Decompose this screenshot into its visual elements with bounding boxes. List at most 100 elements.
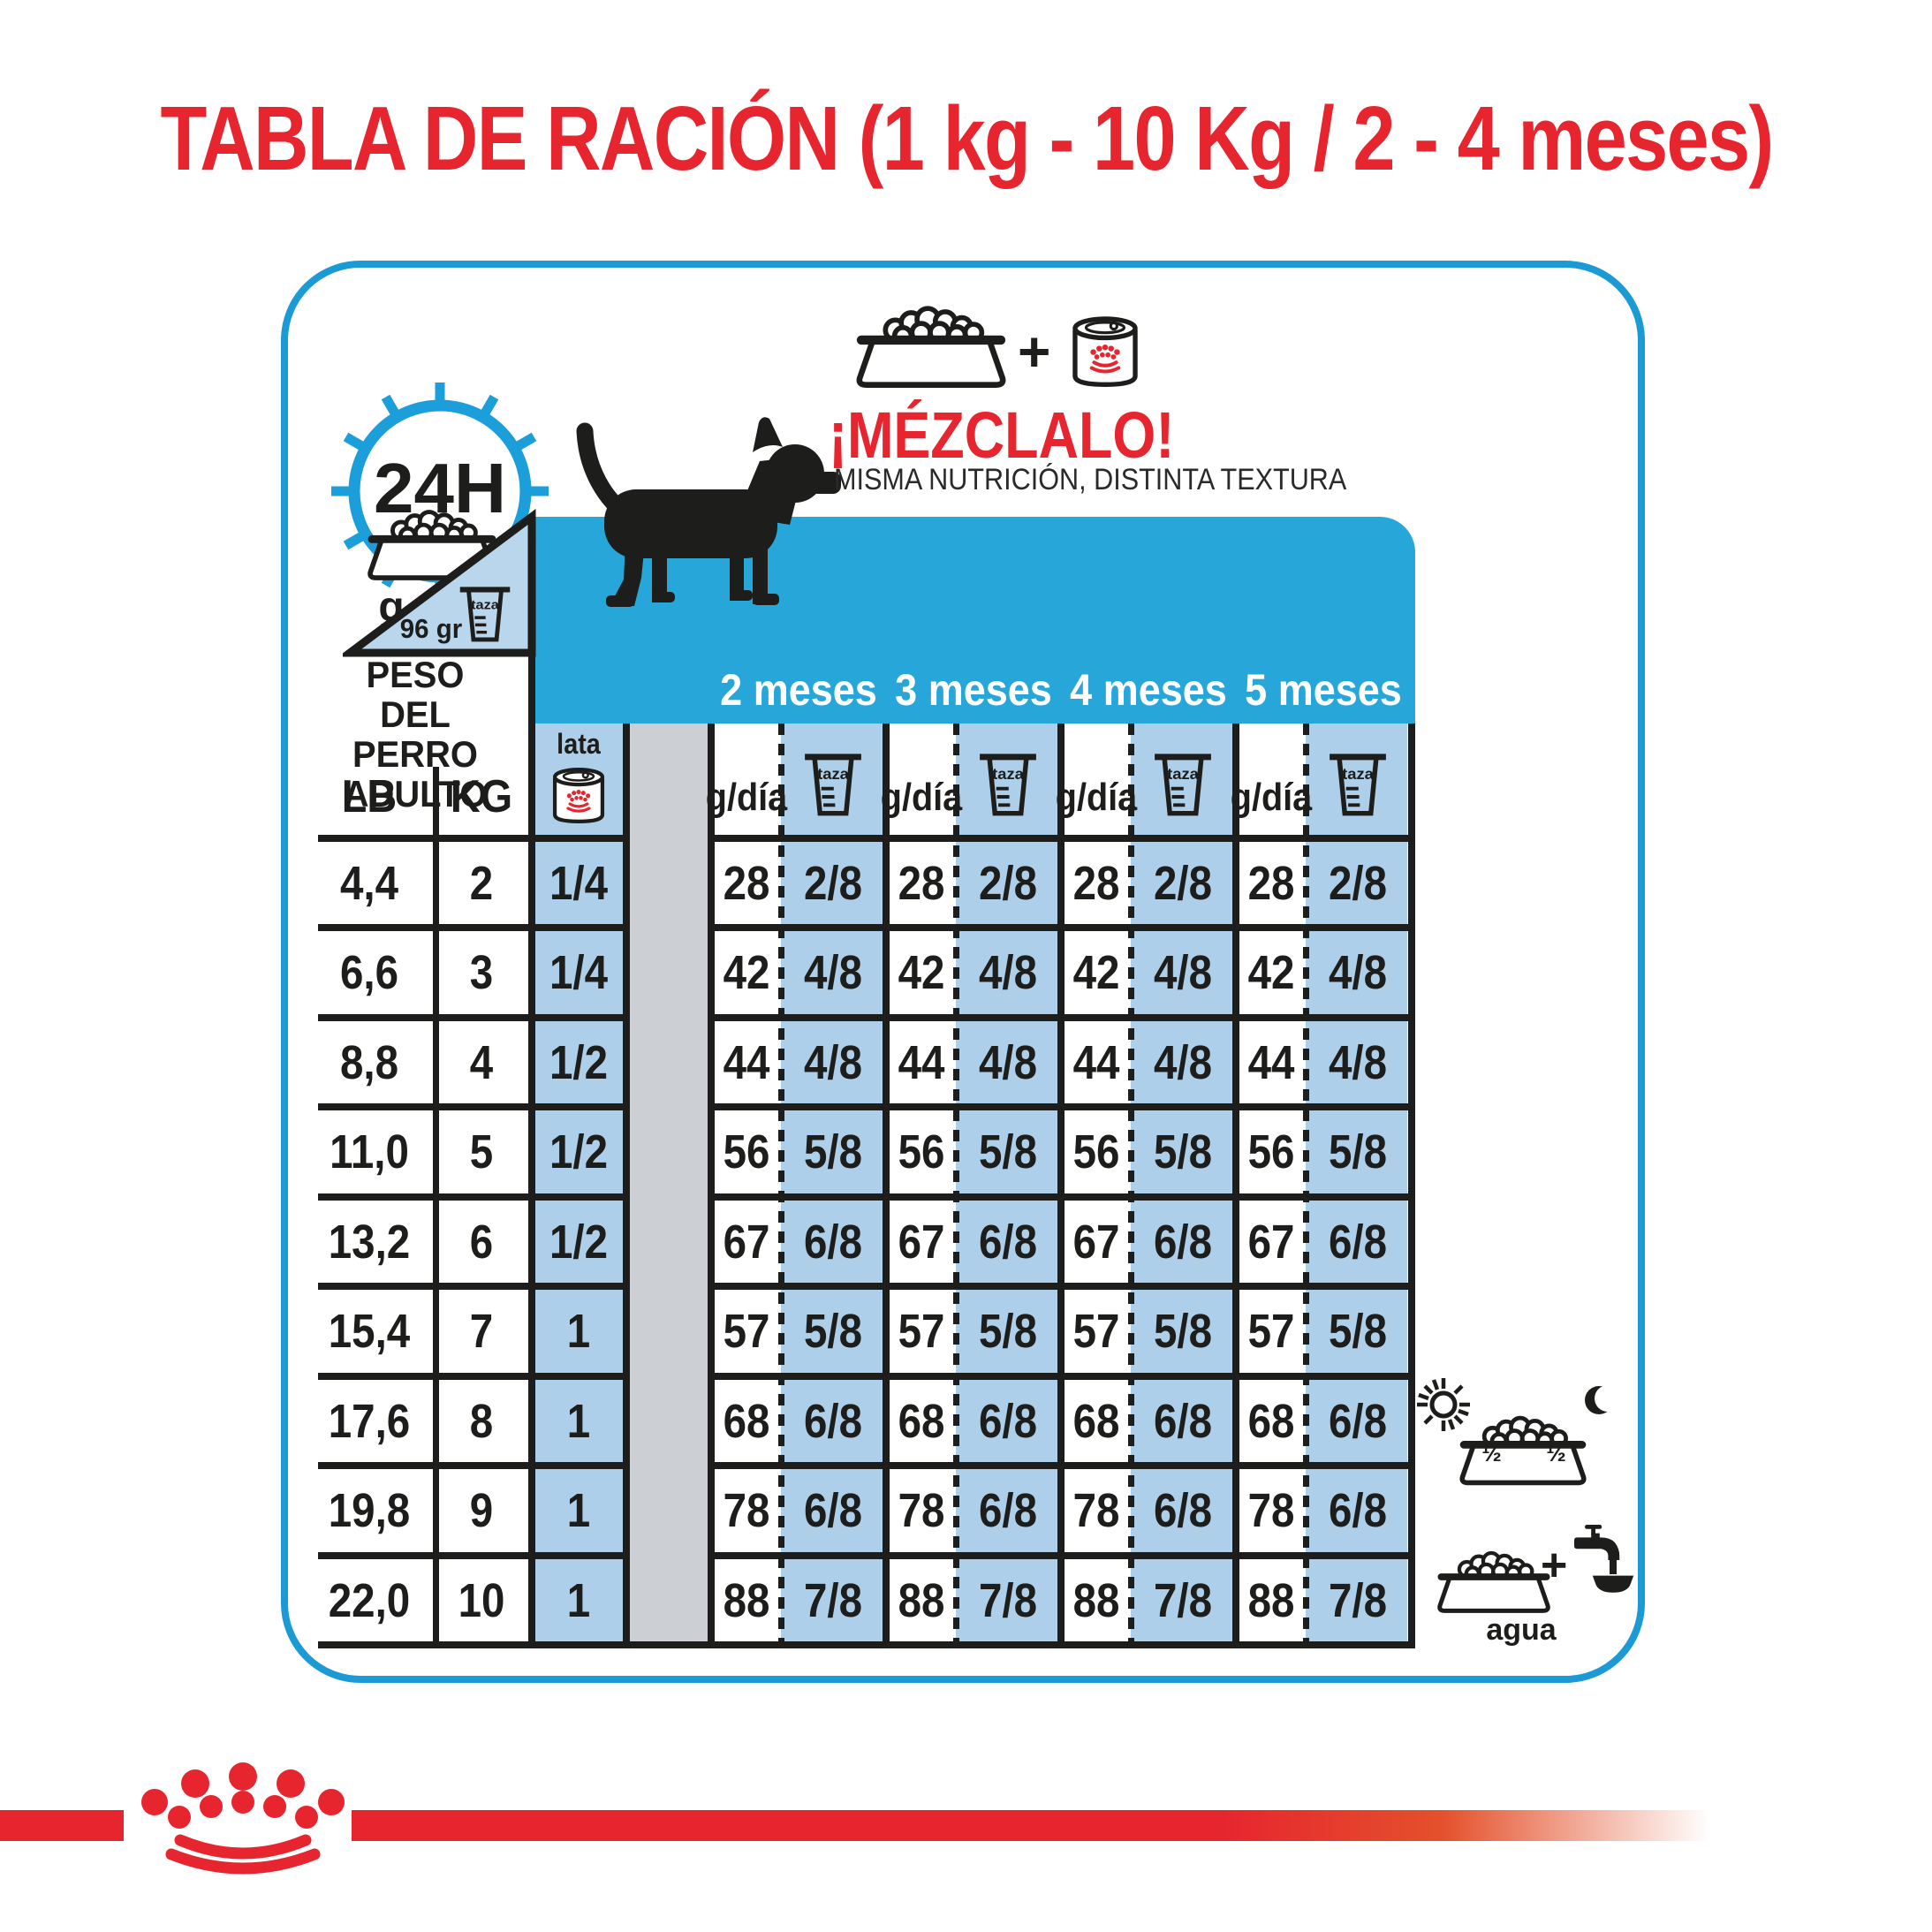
- table-cell: 42: [1247, 946, 1295, 999]
- royal-canin-crown-logo: [141, 1762, 345, 1875]
- table-cell: 6/8: [1328, 1484, 1388, 1537]
- table-cell: 8: [469, 1394, 494, 1448]
- table-cell: 28: [898, 856, 945, 910]
- mix-subline: MISMA NUTRICIÓN, DISTINTA TEXTURA: [834, 463, 1347, 496]
- lb-header: LB: [341, 771, 398, 822]
- table-cell: 6/8: [803, 1484, 863, 1537]
- table-cell: 4/8: [978, 1035, 1038, 1089]
- table-cell: 15,4: [328, 1305, 411, 1358]
- kg-header: KG: [450, 771, 513, 822]
- month-header: 5 meses: [1245, 665, 1402, 715]
- grams-per-day-header: g/día: [705, 776, 788, 819]
- table-cell: 6/8: [1153, 1394, 1213, 1448]
- table-cell: 4/8: [1328, 1035, 1388, 1089]
- grid-line: [1232, 724, 1239, 1648]
- month-header: 4 meses: [1070, 665, 1227, 715]
- table-cell: 5/8: [803, 1125, 863, 1178]
- month-header: 2 meses: [720, 665, 877, 715]
- table-cell: 44: [1247, 1035, 1295, 1089]
- table-cell: 88: [1072, 1573, 1120, 1627]
- mix-headline: ¡MÉZCLALO!: [829, 398, 1175, 472]
- measuring-cup-icon: [802, 744, 864, 825]
- table-cell: 68: [898, 1394, 945, 1448]
- table-cell: 22,0: [328, 1573, 411, 1627]
- grid-line: [623, 724, 630, 1648]
- table-cell: 57: [723, 1305, 770, 1358]
- dog-silhouette-icon: [576, 417, 841, 607]
- ration-panel-border: [281, 261, 1645, 1683]
- table-cell: 4/8: [803, 1035, 863, 1089]
- spacer-column: [626, 724, 708, 1641]
- table-cell: 57: [898, 1305, 945, 1358]
- grid-line: [318, 835, 629, 842]
- grid-line: [318, 1373, 629, 1380]
- table-cell: 4/8: [1328, 946, 1388, 999]
- table-cell: 68: [723, 1394, 770, 1448]
- table-cell: 6/8: [803, 1394, 863, 1448]
- table-cell: 8,8: [339, 1035, 399, 1089]
- table-cell: 5/8: [1153, 1305, 1213, 1358]
- table-cell: 28: [1072, 856, 1120, 910]
- table-cell: 5: [469, 1125, 494, 1178]
- table-cell: 28: [1247, 856, 1295, 910]
- dashed-grid-line: [953, 724, 959, 1641]
- table-cell: 6/8: [978, 1484, 1038, 1537]
- half-pm-label: ½: [1546, 1440, 1566, 1466]
- plus-icon: +: [1541, 1540, 1568, 1591]
- table-cell: 56: [723, 1125, 770, 1178]
- grid-line: [883, 724, 890, 1648]
- table-cell: 5/8: [978, 1305, 1038, 1358]
- table-cell: 7/8: [1153, 1573, 1213, 1627]
- dashed-grid-line: [778, 724, 784, 1641]
- table-cell: 4: [469, 1035, 494, 1089]
- grid-line: [1057, 724, 1064, 1648]
- table-cell: 1/4: [549, 856, 609, 910]
- table-cell: 11,0: [330, 1125, 409, 1178]
- table-cell: 56: [1072, 1125, 1120, 1178]
- table-cell: 17,6: [328, 1394, 411, 1448]
- table-cell: 67: [723, 1215, 770, 1269]
- grid-line: [318, 1283, 629, 1290]
- table-cell: 78: [1247, 1484, 1295, 1537]
- table-cell: 5/8: [1328, 1125, 1388, 1178]
- table-cell: 6: [469, 1215, 494, 1269]
- table-cell: 67: [898, 1215, 945, 1269]
- grid-line: [318, 1641, 1415, 1648]
- table-cell: 56: [898, 1125, 945, 1178]
- measuring-cup-icon: [1327, 744, 1389, 825]
- plus-icon: +: [1018, 320, 1051, 383]
- table-cell: 1: [566, 1573, 591, 1627]
- table-cell: 44: [723, 1035, 770, 1089]
- table-cell: 67: [1072, 1215, 1120, 1269]
- grid-line: [318, 1014, 629, 1021]
- grams-per-day-header: g/día: [880, 776, 963, 819]
- table-cell: 42: [898, 946, 945, 999]
- table-cell: 6,6: [339, 946, 399, 999]
- table-cell: 13,2: [328, 1215, 411, 1269]
- table-cell: 56: [1247, 1125, 1295, 1178]
- table-cell: 9: [469, 1484, 494, 1537]
- cup-equivalence-triangle: [343, 509, 536, 657]
- table-cell: 2: [469, 856, 494, 910]
- table-cell: 44: [898, 1035, 945, 1089]
- sun-icon: [1417, 1378, 1470, 1431]
- table-cell: 68: [1247, 1394, 1295, 1448]
- taza-column-bg: [1306, 724, 1407, 1641]
- grid-line: [318, 924, 629, 931]
- table-cell: 6/8: [1153, 1215, 1213, 1269]
- table-cell: 88: [1247, 1573, 1295, 1627]
- table-cell: 6/8: [803, 1215, 863, 1269]
- grid-line: [1408, 724, 1415, 1648]
- table-cell: 6/8: [978, 1215, 1038, 1269]
- can-column-header: lata: [557, 728, 601, 760]
- grams-per-day-header: g/día: [1230, 776, 1313, 819]
- table-cell: 78: [723, 1484, 770, 1537]
- table-cell: 4,4: [339, 856, 399, 910]
- grid-line: [318, 1103, 629, 1110]
- cup-grams-label: 96 gr: [399, 613, 463, 644]
- grid-line: [708, 724, 715, 1648]
- table-cell: 6/8: [978, 1394, 1038, 1448]
- measuring-cup-icon: [977, 744, 1039, 825]
- table-cell: 10: [458, 1573, 505, 1627]
- table-cell: 3: [469, 946, 494, 999]
